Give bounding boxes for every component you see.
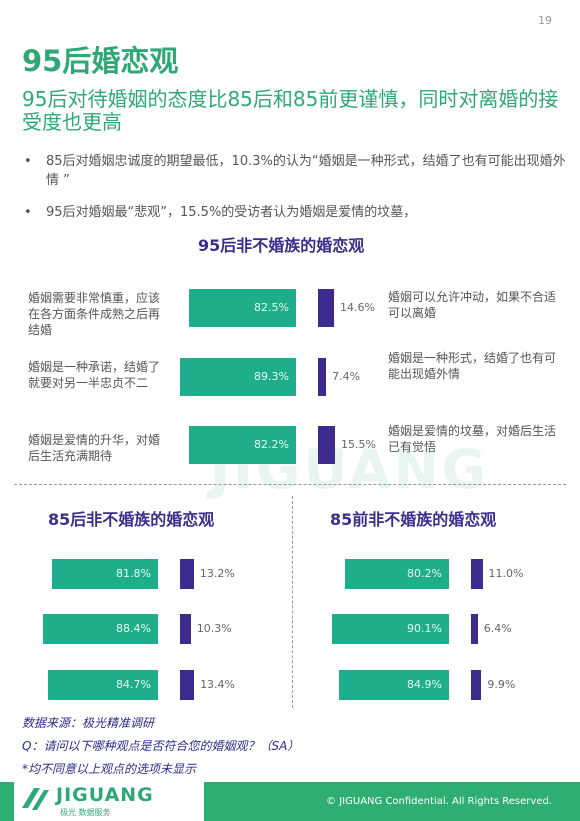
chart-pre85-bar-purple — [471, 670, 482, 700]
chart-pre85-bar-green — [331, 614, 449, 644]
chart-95-value-label-purple: 7.4% — [332, 370, 361, 383]
bullet-dot-icon: • — [24, 205, 32, 220]
chart-85-bar-green — [47, 670, 158, 700]
bullet-text: 95后对婚姻最“悲观”，15.5%的受访者认为婚姻是爱情的坟墓， — [46, 205, 417, 220]
chart-95-value-label-green: 82.2% — [254, 438, 289, 451]
chart-85-value-label-green: 84.7% — [116, 678, 151, 691]
chart-85-bar-purple — [180, 559, 194, 589]
chart-85-value-label-purple: 13.4% — [200, 678, 236, 691]
source-note: 数据来源：极光精准调研 — [22, 716, 155, 730]
chart-95-left-label: 婚姻是一种承诺，结婚了就要对另一半忠贞不二 — [28, 360, 161, 390]
chart-95-bar-purple — [318, 426, 336, 464]
chart-85-value-label-purple: 13.2% — [199, 567, 235, 580]
logo-tagline: 极光 数据服务 — [60, 808, 111, 817]
question-note: Q：请问以下哪种观点是否符合您的婚姻观？（SA） — [22, 739, 300, 753]
chart-95-bar-purple — [318, 358, 327, 396]
chart-95-left-label: 婚姻是爱情的升华，对婚后生活充满期待 — [28, 433, 161, 463]
chart-pre85-value-label-green: 80.2% — [407, 567, 442, 580]
chart-pre85-value-label-purple: 9.9% — [487, 678, 516, 691]
chart-85-bar-green — [51, 559, 158, 589]
chart-95-title: 95后非不婚族的婚恋观 — [198, 236, 365, 255]
chart-pre85-value-label-green: 84.9% — [407, 678, 442, 691]
chart-95-value-label-green: 89.3% — [254, 370, 289, 383]
chart-95-bar-purple — [318, 289, 335, 327]
chart-95-left-label: 婚姻需要非常慎重，应该在各方面条件成熟之后再结婚 — [28, 291, 161, 337]
section-divider-horizontal — [14, 484, 566, 485]
chart-pre85-value-label-purple: 11.0% — [488, 567, 524, 580]
chart-pre85-value-label-green: 90.1% — [407, 622, 442, 635]
chart-85-value-label-purple: 10.3% — [196, 622, 232, 635]
chart-95-bar-green — [188, 289, 296, 327]
chart-pre85-bar-purple — [471, 559, 483, 589]
chart-pre85-bar-green — [344, 559, 449, 589]
chart-85-bar-green — [43, 614, 158, 644]
footnote: *均不同意以上观点的选项未显示 — [22, 762, 197, 776]
chart-95-value-label-purple: 14.6% — [340, 301, 375, 314]
logo-name: JIGUANG — [56, 784, 154, 806]
chart-85-value-label-green: 88.4% — [116, 622, 151, 635]
chart-95-bar-green — [179, 358, 296, 396]
page-number: 19 — [538, 14, 552, 27]
page-title: 95后婚恋观 — [22, 44, 179, 78]
chart-95-bar-green — [189, 426, 296, 464]
chart-95-right-label: 婚姻可以允许冲动，如果不合适可以离婚 — [388, 290, 557, 320]
page-subtitle: 95后对待婚姻的态度比85后和85前更谨慎，同时对离婚的接受度也更高 — [22, 87, 559, 134]
jiguang-logo-icon — [22, 788, 49, 810]
chart-85-bar-purple — [180, 614, 191, 644]
chart-95-value-label-purple: 15.5% — [341, 438, 376, 451]
chart-pre85-value-label-purple: 6.4% — [483, 622, 512, 635]
footer-copyright: © JIGUANG Confidential. All Rights Reser… — [326, 796, 552, 807]
chart-95-value-label-green: 82.5% — [254, 301, 289, 314]
chart-pre85-title: 85前非不婚族的婚恋观 — [330, 510, 497, 529]
chart-95-right-label: 婚姻是爱情的坟墓，对婚后生活已有觉悟 — [388, 424, 557, 454]
bullet-dot-icon: • — [24, 154, 32, 169]
logo-area — [14, 779, 204, 821]
chart-85-bar-purple — [180, 670, 195, 700]
chart-85-title: 85后非不婚族的婚恋观 — [48, 510, 215, 529]
bullet-text: 85后对婚姻忠诚度的期望最低，10.3%的认为“婚姻是一种形式，结婚了也有可能出… — [46, 154, 566, 188]
chart-95-right-label: 婚姻是一种形式，结婚了也有可能出现婚外情 — [388, 351, 557, 381]
section-divider-vertical — [292, 496, 293, 708]
chart-pre85-bar-purple — [471, 614, 478, 644]
chart-pre85-bar-green — [338, 670, 449, 700]
chart-85-value-label-green: 81.8% — [116, 567, 151, 580]
